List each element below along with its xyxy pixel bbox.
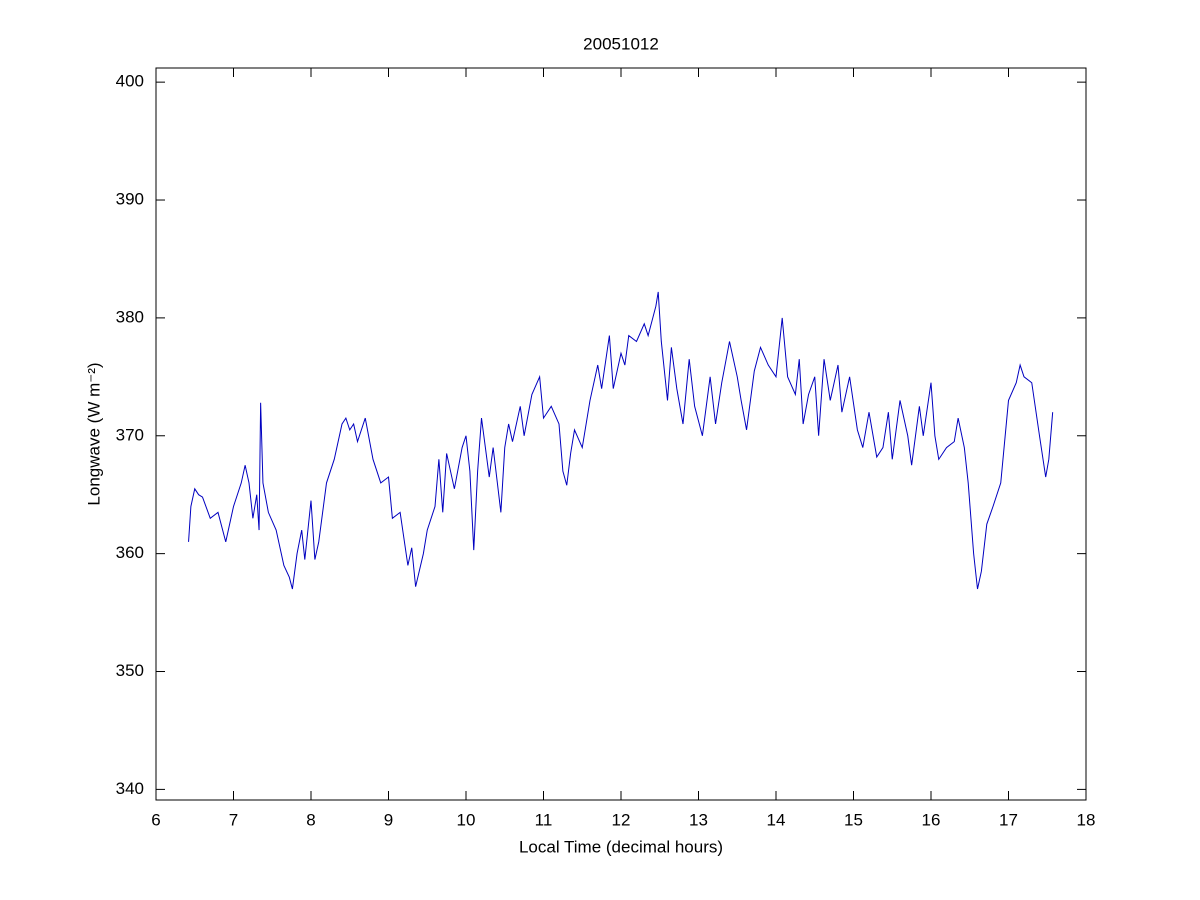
- x-tick-label: 17: [999, 810, 1018, 829]
- x-tick-label: 8: [306, 810, 315, 829]
- x-tick-label: 11: [535, 810, 553, 829]
- x-tick-label: 12: [612, 810, 631, 829]
- y-tick-label: 390: [116, 190, 144, 209]
- y-tick-label: 370: [116, 425, 144, 444]
- plot-frame: [155, 67, 1087, 801]
- y-tick-label: 400: [116, 72, 144, 91]
- x-tick-label: 9: [384, 810, 393, 829]
- x-tick-label: 6: [151, 810, 160, 829]
- x-tick-label: 7: [229, 810, 238, 829]
- x-tick-label: 13: [689, 810, 708, 829]
- x-tick-label: 16: [922, 810, 941, 829]
- x-tick-label: 14: [767, 810, 786, 829]
- x-tick-label: 18: [1077, 810, 1096, 829]
- y-tick-label: 340: [116, 779, 144, 798]
- data-line: [188, 291, 1054, 590]
- chart-title: 20051012: [583, 34, 659, 53]
- x-tick-label: 15: [844, 810, 863, 829]
- y-tick-label: 380: [116, 307, 144, 326]
- x-axis-label: Local Time (decimal hours): [519, 837, 723, 856]
- y-tick-label: 350: [116, 661, 144, 680]
- x-tick-label: 10: [457, 810, 476, 829]
- y-axis-label: Longwave (W m⁻²): [84, 362, 103, 505]
- y-tick-label: 360: [116, 543, 144, 562]
